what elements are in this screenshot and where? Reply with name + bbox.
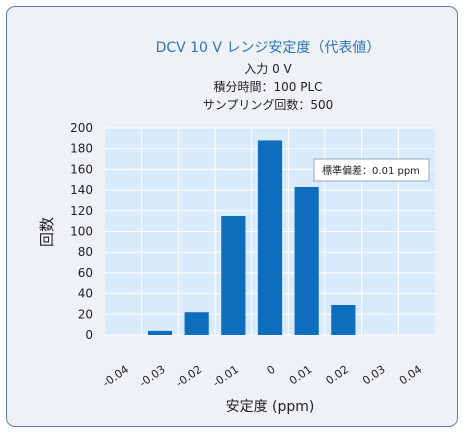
x-tick-label: 0.04 (397, 363, 425, 388)
chart-subtitle-line-3: サンプリング回数：500 (203, 97, 334, 112)
x-tick-label: -0.01 (210, 363, 241, 390)
y-tick-label: 40 (78, 287, 93, 301)
y-tick-label: 60 (78, 266, 93, 280)
x-tick-label: 0.01 (287, 363, 315, 388)
x-tick-label: -0.04 (100, 363, 131, 390)
x-tick-labels: -0.04 -0.03 -0.02 -0.01 0 0.01 0.02 0.03 0.04 (100, 363, 424, 390)
x-tick-label: 0 (265, 363, 278, 378)
y-tick-label: 160 (70, 162, 93, 176)
chart-card: DCV 10 V レンジ安定度（代表値） 入力 0 V 積分時間：100 PLC… (6, 6, 458, 427)
y-axis-label: 回数 (38, 217, 56, 247)
bar (331, 304, 356, 335)
y-tick-label: 100 (70, 225, 93, 239)
x-tick-label: 0.03 (360, 363, 388, 388)
chart-subtitle-line-1: 入力 0 V (244, 62, 292, 76)
chart-title: DCV 10 V レンジ安定度（代表値） (156, 40, 381, 56)
x-tick-label: -0.02 (174, 363, 205, 390)
annotation-text: 標準偏差：0.01 ppm (322, 164, 420, 177)
bar (221, 215, 246, 335)
bar (184, 312, 209, 335)
bar (257, 140, 283, 335)
y-tick-label: 180 (70, 142, 93, 156)
annotation-box: 標準偏差：0.01 ppm (313, 158, 430, 182)
bar (147, 330, 173, 335)
chart-svg: DCV 10 V レンジ安定度（代表値） 入力 0 V 積分時間：100 PLC… (38, 40, 435, 415)
y-tick-label: 20 (78, 307, 93, 321)
bars (147, 140, 356, 335)
chart-subtitle-line-2: 積分時間：100 PLC (213, 79, 322, 94)
x-tick-label: 0.02 (324, 363, 352, 388)
y-tick-labels: 0 20 40 60 80 100 120 140 160 180 200 (70, 121, 93, 342)
y-tick-label: 80 (78, 245, 93, 259)
y-tick-label: 120 (70, 204, 93, 218)
x-tick-label: -0.03 (137, 363, 168, 390)
y-tick-label: 0 (85, 328, 93, 342)
y-tick-label: 140 (70, 183, 93, 197)
x-axis-label: 安定度 (ppm) (226, 399, 315, 415)
bar (294, 186, 319, 335)
y-tick-label: 200 (70, 121, 93, 135)
